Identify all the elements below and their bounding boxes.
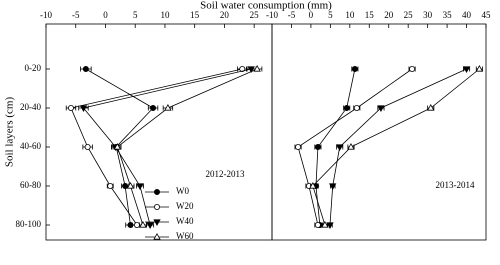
marker	[153, 219, 161, 227]
y-axis-title: Soil layers (cm)	[4, 97, 16, 168]
legend-label: W20	[176, 201, 194, 211]
x-tick-label: 40	[462, 10, 472, 20]
marker	[336, 144, 344, 152]
marker	[126, 181, 135, 189]
x-tick-label: 10	[160, 10, 170, 20]
y-tick-label: 20-40	[20, 102, 41, 112]
annotation: 2013-2014	[436, 180, 475, 190]
x-tick-label: -5	[288, 10, 296, 20]
marker	[67, 105, 74, 112]
marker	[153, 203, 160, 210]
x-tick-label: 0	[309, 10, 314, 20]
marker	[153, 232, 161, 240]
marker	[133, 221, 140, 228]
marker	[139, 220, 147, 228]
marker	[353, 105, 360, 112]
marker	[295, 143, 302, 150]
marker	[343, 105, 350, 112]
x-tick-label: 15	[365, 10, 375, 20]
marker	[153, 188, 160, 195]
x-tick-label: 5	[328, 10, 333, 20]
marker	[475, 64, 484, 72]
y-tick-label: 60-80	[20, 180, 41, 190]
marker	[136, 183, 144, 191]
marker	[329, 183, 337, 191]
x-tick-label: -10	[40, 10, 52, 20]
marker	[326, 222, 334, 230]
y-tick-label: 40-60	[20, 141, 41, 151]
marker	[82, 66, 89, 73]
marker	[164, 103, 172, 111]
marker	[314, 221, 321, 228]
x-tick-label: 20	[384, 10, 394, 20]
x-tick-label: 20	[220, 10, 230, 20]
marker	[239, 66, 246, 73]
x-tick-label: -10	[266, 10, 278, 20]
marker	[409, 66, 416, 73]
marker	[113, 142, 122, 150]
marker	[107, 182, 114, 189]
x-tick-label: 25	[404, 10, 414, 20]
marker	[84, 143, 91, 150]
marker	[79, 105, 88, 113]
annotation: 2012-2013	[206, 169, 245, 179]
legend-label: W40	[176, 216, 194, 226]
x-tick-label: 35	[443, 10, 453, 20]
marker	[351, 66, 358, 73]
series-line	[82, 68, 252, 226]
marker	[321, 220, 329, 228]
marker	[377, 105, 385, 113]
x-tick-label: 30	[423, 10, 433, 20]
marker	[150, 105, 157, 112]
plot-frame	[271, 23, 487, 241]
x-tick-label: 10	[345, 10, 355, 20]
marker	[347, 142, 355, 150]
x-tick-label: 5	[133, 10, 138, 20]
marker	[146, 222, 154, 230]
x-tick-label: 25	[250, 10, 260, 20]
marker	[427, 103, 435, 111]
y-tick-label: 0-20	[25, 63, 42, 73]
marker	[314, 143, 321, 150]
y-tick-label: 80-100	[16, 219, 42, 229]
legend-label: W60	[176, 231, 194, 241]
x-axis-title: Soil water consumption (mm)	[200, 0, 332, 12]
legend-label: W0	[176, 186, 189, 196]
marker	[253, 64, 261, 72]
series-line	[70, 68, 243, 226]
marker	[309, 181, 317, 189]
marker	[462, 66, 471, 74]
x-tick-label: 45	[482, 10, 492, 20]
x-tick-label: -5	[72, 10, 80, 20]
x-tick-label: 15	[190, 10, 200, 20]
x-tick-label: 0	[103, 10, 108, 20]
